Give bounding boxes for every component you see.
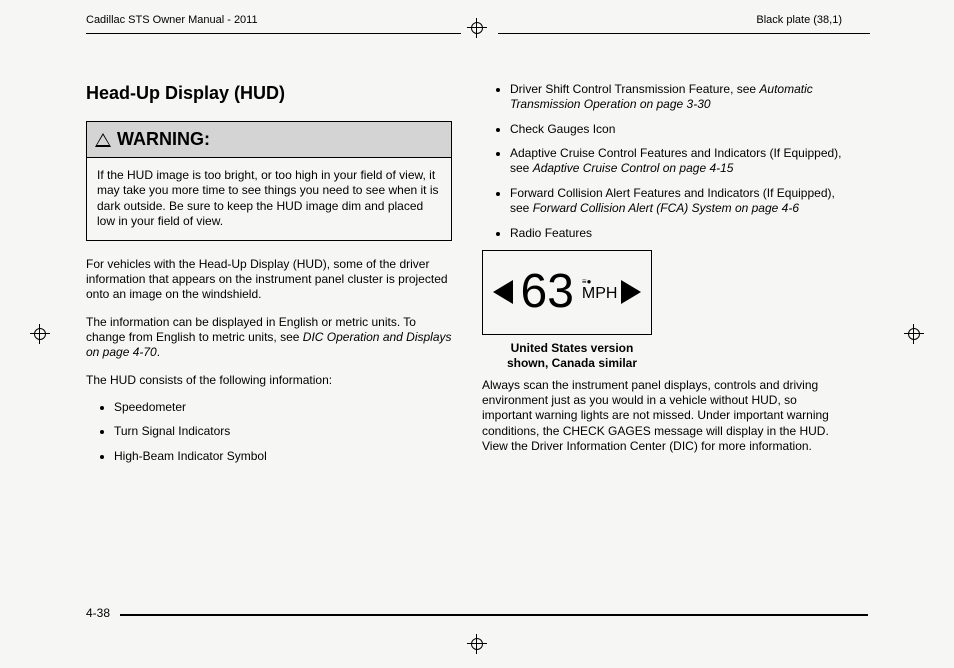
r4-reference: Forward Collision Alert (FCA) System on …: [533, 201, 799, 215]
intro-paragraph-1: For vehicles with the Head-Up Display (H…: [86, 257, 452, 303]
list-item: High-Beam Indicator Symbol: [114, 449, 452, 464]
section-heading: Head-Up Display (HUD): [86, 82, 452, 105]
warning-body-text: If the HUD image is too bright, or too h…: [87, 158, 451, 239]
hud-speed-unit: MPH: [582, 284, 618, 304]
cropmark-left: [30, 324, 50, 344]
right-column: Driver Shift Control Transmission Featur…: [482, 82, 848, 466]
left-arrow-icon: [493, 280, 513, 304]
p2-tail: .: [157, 345, 160, 359]
page-number: 4-38: [86, 606, 110, 620]
closing-paragraph: Always scan the instrument panel display…: [482, 378, 848, 455]
list-item: Check Gauges Icon: [510, 122, 848, 137]
caption-line1: United States version: [511, 341, 634, 355]
intro-paragraph-3: The HUD consists of the following inform…: [86, 373, 452, 388]
right-arrow-icon: [621, 280, 641, 304]
warning-title-text: WARNING:: [117, 129, 210, 149]
header-right-text: Black plate (38,1): [756, 14, 842, 26]
left-column: Head-Up Display (HUD) WARNING: If the HU…: [86, 82, 452, 473]
warning-title-bar: WARNING:: [87, 122, 451, 158]
cropmark-right: [904, 324, 924, 344]
hud-speed-value: 63: [521, 268, 574, 316]
hud-unit-block: ≡● MPH: [582, 280, 618, 304]
header-rule-left: [86, 33, 461, 34]
hud-info-bullet-list-continued: Driver Shift Control Transmission Featur…: [482, 82, 848, 241]
intro-paragraph-2: The information can be displayed in Engl…: [86, 315, 452, 361]
list-item: Speedometer: [114, 400, 452, 415]
header-rule-right: [498, 33, 870, 34]
footer-rule: [120, 614, 868, 616]
list-item: Radio Features: [510, 226, 848, 241]
caption-line2: shown, Canada similar: [507, 356, 637, 370]
header-left-text: Cadillac STS Owner Manual - 2011: [86, 14, 258, 26]
warning-triangle-icon: [95, 133, 111, 147]
list-item: Turn Signal Indicators: [114, 424, 452, 439]
r3-reference: Adaptive Cruise Control on page 4-15: [533, 161, 734, 175]
figure-caption: United States version shown, Canada simi…: [482, 341, 662, 372]
hud-info-bullet-list: Speedometer Turn Signal Indicators High-…: [86, 400, 452, 464]
r1-lead: Driver Shift Control Transmission Featur…: [510, 82, 759, 96]
cropmark-top: [467, 18, 487, 38]
list-item: Forward Collision Alert Features and Ind…: [510, 186, 848, 217]
hud-display-figure: 63 ≡● MPH: [482, 250, 652, 335]
warning-box: WARNING: If the HUD image is too bright,…: [86, 121, 452, 240]
list-item: Driver Shift Control Transmission Featur…: [510, 82, 848, 113]
cropmark-bottom: [467, 634, 487, 654]
list-item: Adaptive Cruise Control Features and Ind…: [510, 146, 848, 177]
